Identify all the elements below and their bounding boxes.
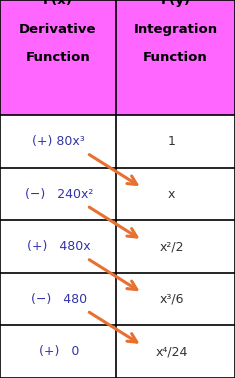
Text: x²/2: x²/2 bbox=[159, 240, 184, 253]
Bar bbox=[0, 273, 235, 325]
Text: (+) 80x³: (+) 80x³ bbox=[32, 135, 85, 148]
Bar bbox=[0, 115, 235, 168]
Text: (+)   480x: (+) 480x bbox=[27, 240, 90, 253]
Text: F(y): F(y) bbox=[161, 0, 190, 8]
Bar bbox=[0, 325, 235, 378]
Text: Derivative: Derivative bbox=[19, 23, 97, 36]
Text: x³/6: x³/6 bbox=[159, 293, 184, 306]
Text: x: x bbox=[168, 187, 175, 201]
Text: x⁴/24: x⁴/24 bbox=[155, 345, 188, 358]
Text: 1: 1 bbox=[168, 135, 176, 148]
Text: F(x): F(x) bbox=[43, 0, 73, 8]
Bar bbox=[116, 0, 235, 115]
Bar bbox=[0, 220, 235, 273]
Text: Function: Function bbox=[143, 51, 208, 64]
Text: (−)   240x²: (−) 240x² bbox=[25, 187, 93, 201]
Bar bbox=[0, 168, 235, 220]
Text: (+)   0: (+) 0 bbox=[39, 345, 79, 358]
Text: Integration: Integration bbox=[133, 23, 217, 36]
Bar bbox=[0, 0, 116, 115]
Text: Function: Function bbox=[26, 51, 90, 64]
Text: (−)   480: (−) 480 bbox=[31, 293, 87, 306]
